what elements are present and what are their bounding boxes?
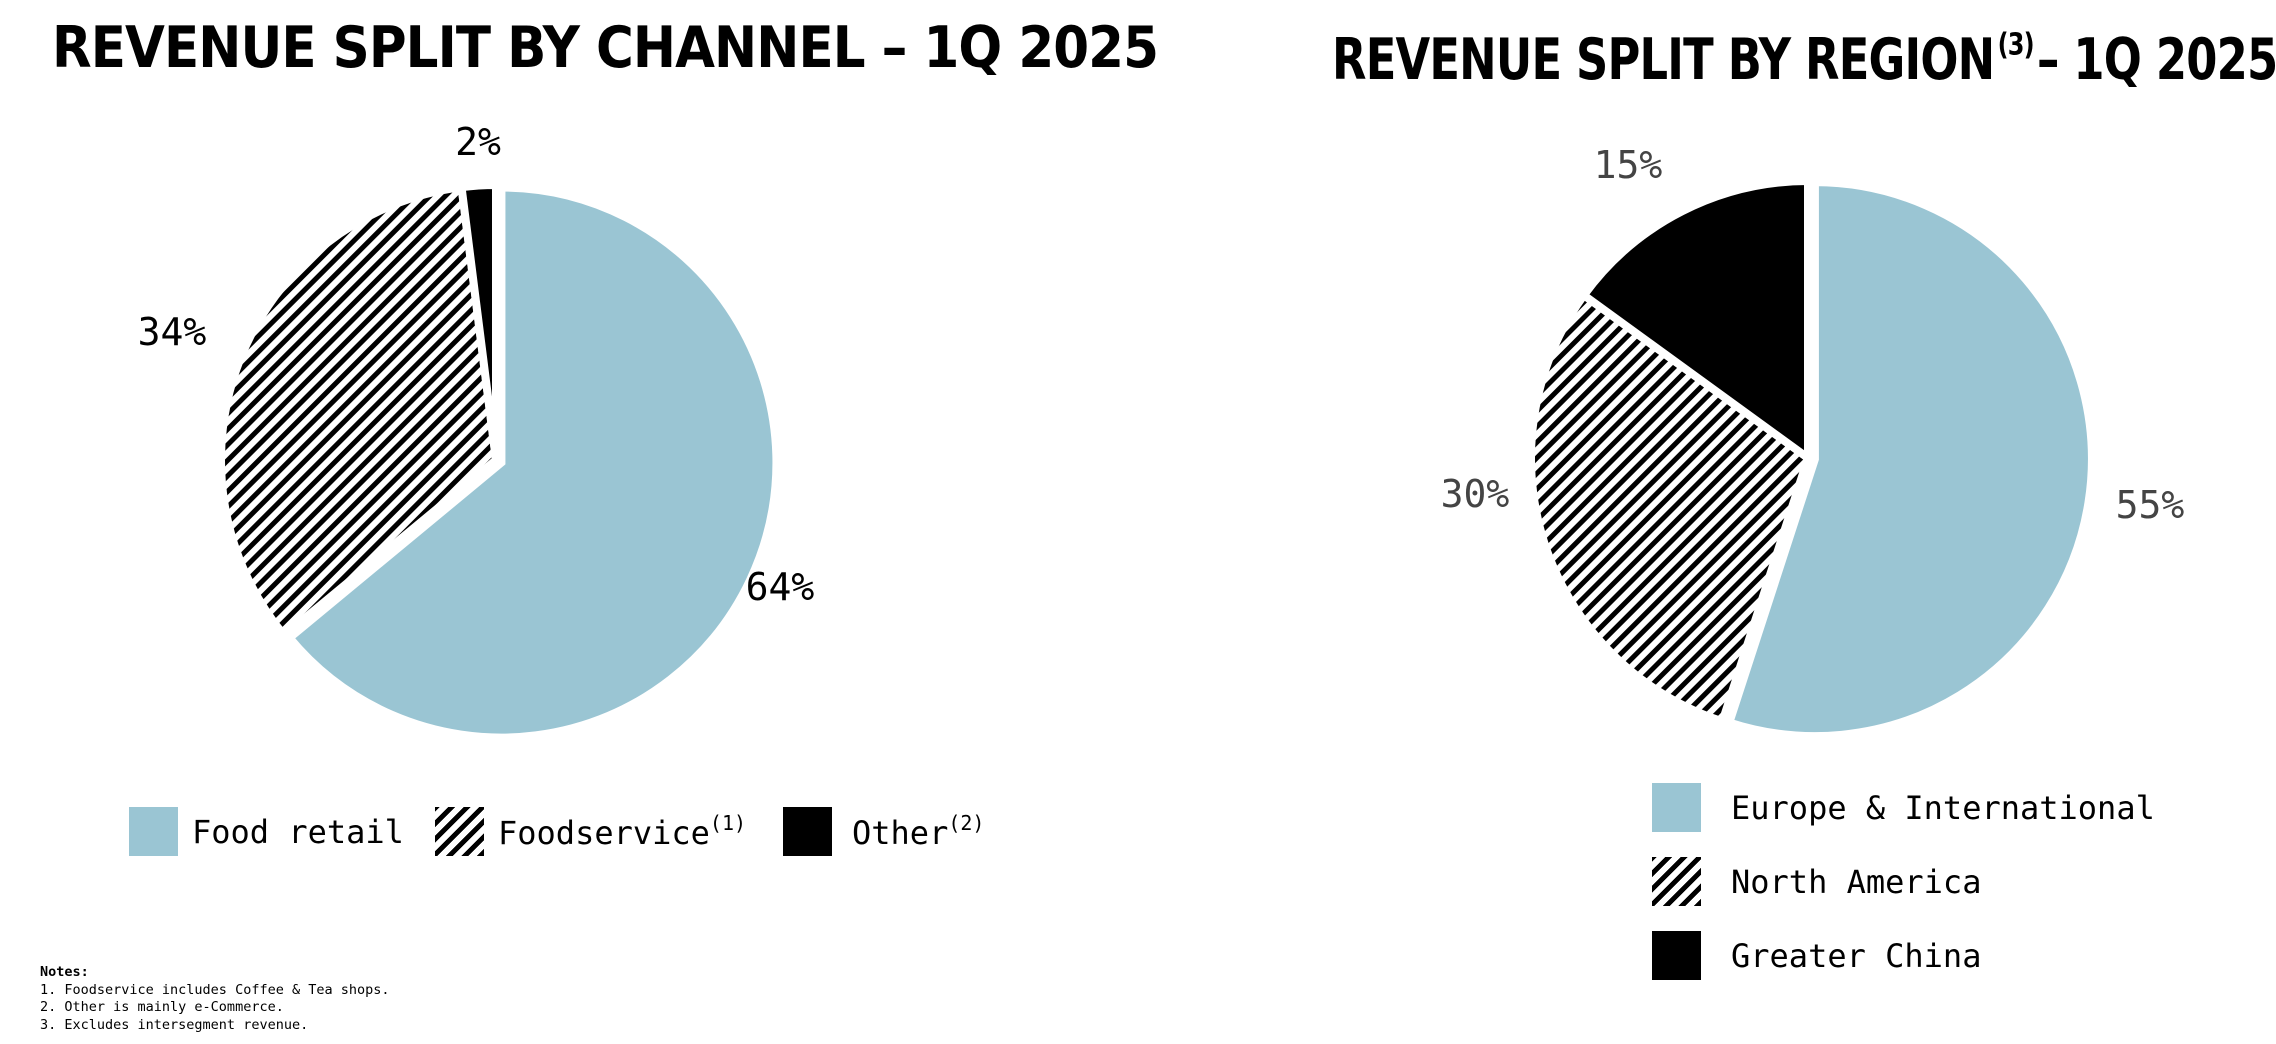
pie-slice-greater-china [1578,176,1812,466]
pie-slice-north-america [1527,289,1813,727]
data-label-greater-china: 15% [1594,143,1663,187]
legend-label: Other(2) [852,811,984,852]
legend-label: Food retail [192,812,404,851]
pie-slice-other [457,180,500,461]
title-period: – 1Q 2025 [881,14,1159,82]
legend-item-greater-china: Greater China [1652,931,1981,980]
legend-swatch-blue [1652,783,1701,832]
legend-item-europe-international: Europe & International [1652,783,2155,832]
title-footnote-marker: (3) [1997,26,2035,63]
footnote-marker: (2) [948,811,985,835]
legend-label: Greater China [1731,936,1982,975]
legend-swatch-black [783,807,832,856]
footnotes: Notes: 1. Foodservice includes Coffee & … [40,964,390,1034]
footnote-marker: (1) [709,811,747,835]
legend-swatch-black [1652,931,1701,980]
legend-label: Europe & International [1731,788,2155,827]
title-text: REVENUE SPLIT BY CHANNEL [52,14,866,82]
legend-label: Foodservice(1) [498,811,746,852]
notes-heading: Notes: [40,964,89,980]
note-item: 1. Foodservice includes Coffee & Tea sho… [40,981,390,998]
chart-title-channel: REVENUE SPLIT BY CHANNEL – 1Q 2025 [52,19,1159,77]
note-item: 2. Other is mainly e-Commerce. [40,999,284,1015]
pie-chart-channel: 64% 34% 2% [138,120,815,742]
legend-label-text: Other [852,814,949,852]
legend-label: North America [1731,862,1982,901]
legend-swatch-hatch [1652,857,1701,906]
legend-swatch-blue [129,807,178,856]
title-text: REVENUE SPLIT BY REGION [1332,26,1995,94]
data-label-europe-international: 55% [2116,483,2185,527]
pie-slice-europe-international [1724,178,2096,741]
data-label-other: 2% [455,120,501,164]
legend-swatch-hatch [435,807,484,856]
data-label-north-america: 30% [1441,472,1510,516]
data-label-foodservice: 34% [138,310,207,354]
legend-item-north-america: North America [1652,857,1981,906]
legend-label-text: Foodservice [498,814,710,852]
data-label-food-retail: 64% [746,565,815,609]
legend-item-food-retail: Food retail [129,807,404,856]
pie-slice-foodservice [217,182,501,641]
legend-item-other: Other(2) [783,807,984,856]
chart-title-region: REVENUE SPLIT BY REGION (3)– 1Q 2025 [1332,26,2276,89]
pie-chart-region: 55% 30% 15% [1441,143,2185,741]
title-period: – 1Q 2025 [2037,26,2276,94]
note-item: 3. Excludes intersegment revenue. [40,1016,309,1033]
pie-slice-food-retail [283,183,781,742]
legend-item-foodservice: Foodservice(1) [435,807,746,856]
